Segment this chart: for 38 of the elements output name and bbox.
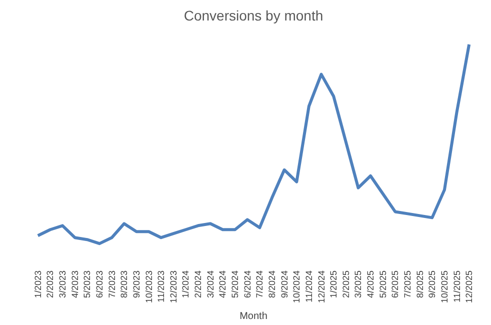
x-tick-label: 10/2024 [292,270,302,304]
x-tick-label: 8/2024 [266,270,277,298]
x-tick-label: 4/2023 [70,270,80,298]
x-tick-label: 4/2024 [218,270,228,298]
x-tick-label: 1/2024 [180,270,191,298]
x-tick-label: 3/2023 [58,270,68,298]
x-tick-label: 4/2025 [366,270,376,298]
x-tick-label: 10/2023 [144,270,154,304]
x-tick-label: 6/2024 [242,270,252,298]
x-tick-label: 7/2023 [106,270,117,298]
x-tick-label: 3/2025 [353,270,364,298]
x-tick-label: 9/2024 [279,270,290,298]
x-tick-label: 11/2025 [452,270,462,302]
x-tick-label: 10/2025 [439,270,450,304]
x-tick-label: 2/2023 [45,270,56,298]
x-tick-label: 8/2023 [119,270,130,298]
x-tick-label: 9/2023 [131,270,142,298]
x-tick-label: 12/2025 [464,270,474,304]
x-tick-label: 7/2025 [402,270,413,298]
x-tick-label: 8/2025 [414,270,425,298]
x-tick-label: 12/2023 [168,270,178,304]
x-tick-label: 1/2023 [32,270,43,298]
x-tick-label: 1/2025 [328,270,339,298]
x-tick-label: 7/2024 [254,270,265,298]
x-tick-label: 5/2023 [82,270,92,298]
x-tick-label: 2/2024 [193,270,204,298]
x-tick-label: 9/2025 [427,270,438,298]
x-tick-label: 6/2025 [390,270,400,298]
x-tick-label: 11/2023 [156,270,166,302]
x-tick-label: 3/2024 [205,270,216,298]
x-tick-label: 12/2024 [316,270,326,304]
x-tick-label: 2/2025 [340,270,351,298]
chart-title: Conversions by month [184,8,324,24]
x-tick-label: 5/2024 [230,270,240,298]
x-axis-title: Month [240,311,268,322]
x-tick-label: 6/2023 [94,270,104,298]
x-tick-label: 5/2025 [378,270,388,298]
x-tick-label: 11/2024 [304,270,314,302]
